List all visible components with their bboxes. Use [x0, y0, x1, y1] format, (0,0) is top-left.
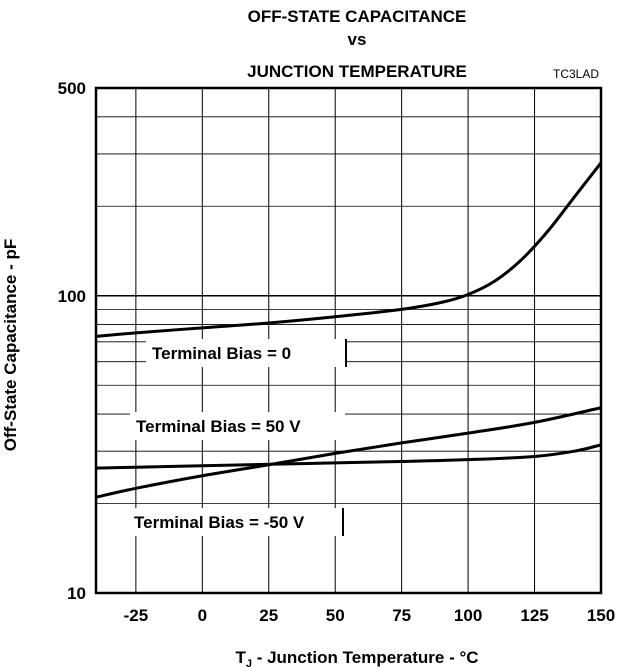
- x-tick-label: 25: [259, 606, 278, 625]
- x-tick-label: 50: [326, 606, 345, 625]
- series-label-bias-50: Terminal Bias = 50 V: [136, 417, 301, 436]
- series-line-bias-0: [95, 161, 603, 338]
- x-tick-labels: -25 0 25 50 75 100 125 150: [124, 606, 616, 625]
- series-label-bias-0: Terminal Bias = 0: [152, 344, 291, 363]
- y-tick-labels: 500 100 10: [58, 79, 86, 603]
- x-axis-label-subscript: J: [246, 658, 252, 667]
- label-bg-bias-neg50: [128, 508, 348, 536]
- x-tick-label: 125: [520, 606, 548, 625]
- series-curves: [95, 161, 603, 499]
- chart-title-line-2: vs: [348, 30, 367, 49]
- label-bg-bias-50: [130, 412, 345, 440]
- figure-reference-code: TC3LAD: [553, 67, 599, 81]
- x-tick-label: 75: [392, 606, 411, 625]
- y-tick-label: 500: [58, 79, 86, 98]
- x-axis-label: TJ - Junction Temperature - °C: [235, 648, 478, 667]
- x-tick-label: 0: [198, 606, 207, 625]
- y-axis-label: Off-State Capacitance - pF: [1, 239, 20, 452]
- x-tick-label: 100: [454, 606, 482, 625]
- label-bg-bias-0: [146, 339, 346, 367]
- y-tick-label: 10: [67, 584, 86, 603]
- series-line-bias-neg50: [95, 443, 602, 470]
- series-line-bias-50: [95, 406, 602, 499]
- x-axis-label-rest: - Junction Temperature - °C: [252, 648, 479, 667]
- y-tick-label: 100: [58, 287, 86, 306]
- x-axis-label-main: T: [235, 648, 246, 667]
- x-tick-label: -25: [124, 606, 149, 625]
- series-label-bias-neg50: Terminal Bias = -50 V: [134, 513, 305, 532]
- plot-frame: [94, 86, 603, 595]
- chart-title-line-1: OFF-STATE CAPACITANCE: [248, 7, 467, 26]
- x-tick-label: 150: [587, 606, 615, 625]
- chart-title-line-3: JUNCTION TEMPERATURE: [247, 62, 467, 81]
